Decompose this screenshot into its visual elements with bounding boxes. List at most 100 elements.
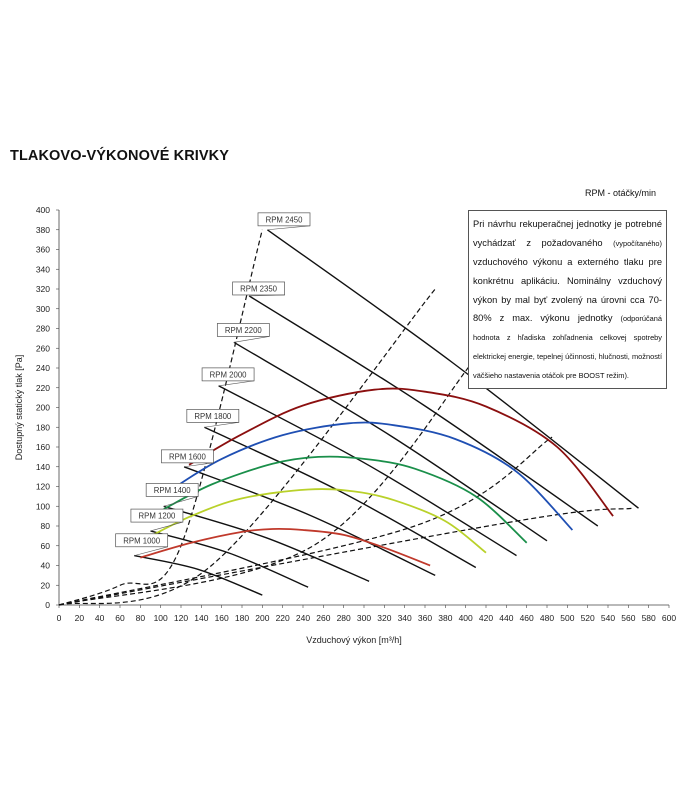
x-tick-label: 180	[235, 613, 249, 623]
x-tick-label: 240	[296, 613, 310, 623]
page-title: TLAKOVO-VÝKONOVÉ KRIVKY	[10, 148, 230, 164]
rpm-label-box	[186, 409, 240, 423]
x-tick-label: 40	[95, 613, 105, 623]
rpm-label-leader	[233, 336, 270, 343]
x-tick-label: 120	[174, 613, 188, 623]
rpm-label: RPM 1200	[138, 512, 176, 521]
y-tick-label: 280	[36, 324, 50, 334]
x-tick-label: 220	[276, 613, 290, 623]
efficiency-curve	[145, 488, 487, 554]
x-tick-label: 320	[377, 613, 391, 623]
y-tick-label: 100	[36, 501, 50, 511]
y-tick-label: 380	[36, 225, 50, 235]
x-tick-label: 60	[115, 613, 125, 623]
y-tick-label: 120	[36, 482, 50, 492]
rpm-label-box	[201, 367, 255, 382]
rpm-curve-rpm-1200	[150, 530, 309, 588]
operating-limit-dashed-line	[58, 229, 263, 606]
rpm-label: RPM 2450	[266, 215, 304, 224]
x-tick-label: 160	[215, 613, 229, 623]
x-tick-label: 100	[154, 613, 168, 623]
x-tick-label: 540	[601, 613, 615, 623]
y-tick-label: 200	[36, 403, 50, 413]
rpm-label: RPM 1000	[123, 536, 161, 545]
x-tick-label: 340	[398, 613, 412, 623]
y-tick-label: 300	[36, 304, 50, 314]
operating-limit-dashed-line	[58, 357, 477, 606]
operating-limit-dashed-line	[58, 288, 436, 606]
note-text-1: Pri návrhu rekuperačnej jednotky je potr…	[473, 219, 662, 248]
rpm-label-box	[130, 508, 184, 523]
y-tick-label: 240	[36, 363, 50, 373]
rpm-label: RPM 2200	[225, 326, 263, 335]
y-tick-label: 160	[36, 442, 50, 452]
rpm-curve-rpm-2450	[266, 229, 639, 509]
x-tick-label: 200	[255, 613, 269, 623]
x-tick-label: 20	[75, 613, 85, 623]
note-text-2: (vypočítaného)	[613, 238, 662, 248]
x-tick-label: 300	[357, 613, 371, 623]
rpm-label-box	[216, 323, 270, 337]
rpm-curve-rpm-2350	[248, 295, 599, 527]
x-tick-label: 440	[499, 613, 513, 623]
operating-limit-dashed-line	[58, 436, 553, 606]
rpm-curve-rpm-2200	[233, 341, 548, 542]
rpm-label: RPM 1600	[169, 452, 207, 461]
rpm-curve-rpm-1000	[134, 554, 263, 596]
rpm-curve-rpm-1600	[183, 466, 436, 577]
y-tick-label: 320	[36, 284, 50, 294]
rpm-label-leader	[249, 294, 285, 297]
x-tick-label: 460	[520, 613, 534, 623]
x-tick-label: 520	[581, 613, 595, 623]
rpm-label-box	[232, 281, 285, 296]
rpm-label-leader	[218, 380, 255, 387]
rpm-label-box	[161, 449, 214, 464]
x-tick-label: 500	[560, 613, 574, 623]
x-tick-label: 560	[621, 613, 635, 623]
rpm-label-leader	[267, 225, 311, 231]
y-tick-label: 20	[41, 580, 51, 590]
x-tick-label: 400	[459, 613, 473, 623]
rpm-label-leader	[184, 462, 214, 468]
rpm-label: RPM 2350	[240, 284, 278, 293]
y-tick-label: 180	[36, 422, 50, 432]
y-axis-title: Dostupný statický tlak [Pa]	[14, 355, 24, 461]
x-tick-label: 600	[662, 613, 676, 623]
y-tick-label: 0	[45, 600, 50, 610]
info-note: Pri návrhu rekuperačnej jednotky je potr…	[468, 210, 667, 389]
y-tick-label: 140	[36, 462, 50, 472]
rpm-label: RPM 2000	[210, 370, 248, 379]
y-tick-label: 360	[36, 245, 50, 255]
x-tick-label: 280	[337, 613, 351, 623]
efficiency-curve	[172, 421, 574, 531]
rpm-unit-label: RPM - otáčky/min	[584, 188, 656, 198]
note-text-3: vzduchového výkonu a externého tlaku pre…	[473, 256, 662, 324]
y-tick-label: 40	[41, 561, 51, 571]
y-tick-label: 260	[36, 343, 50, 353]
rpm-label-leader	[134, 546, 168, 556]
efficiency-curve	[163, 455, 528, 544]
rpm-curve-rpm-1400	[163, 505, 370, 582]
x-tick-label: 140	[194, 613, 208, 623]
rpm-curve-rpm-1800	[204, 426, 477, 569]
x-tick-label: 260	[316, 613, 330, 623]
note-text-4: (odporúčaná hodnota z hľadiska zohľadnen…	[473, 314, 662, 380]
x-tick-label: 0	[57, 613, 62, 623]
rpm-curve-rpm-2000	[218, 385, 517, 557]
rpm-label-box	[115, 533, 169, 548]
rpm-label-leader	[150, 521, 183, 532]
x-tick-label: 420	[479, 613, 493, 623]
rpm-label-leader	[163, 496, 199, 507]
x-tick-label: 580	[642, 613, 656, 623]
operating-limit-dashed-line	[58, 507, 634, 606]
x-tick-label: 480	[540, 613, 554, 623]
efficiency-curve	[188, 387, 614, 517]
y-tick-label: 340	[36, 264, 50, 274]
efficiency-curve	[140, 527, 431, 567]
rpm-label: RPM 1400	[154, 486, 192, 495]
y-tick-label: 400	[36, 205, 50, 215]
rpm-label-box	[257, 212, 311, 227]
rpm-label-leader	[204, 422, 239, 428]
x-axis-title: Vzduchový výkon [m³/h]	[306, 635, 402, 645]
